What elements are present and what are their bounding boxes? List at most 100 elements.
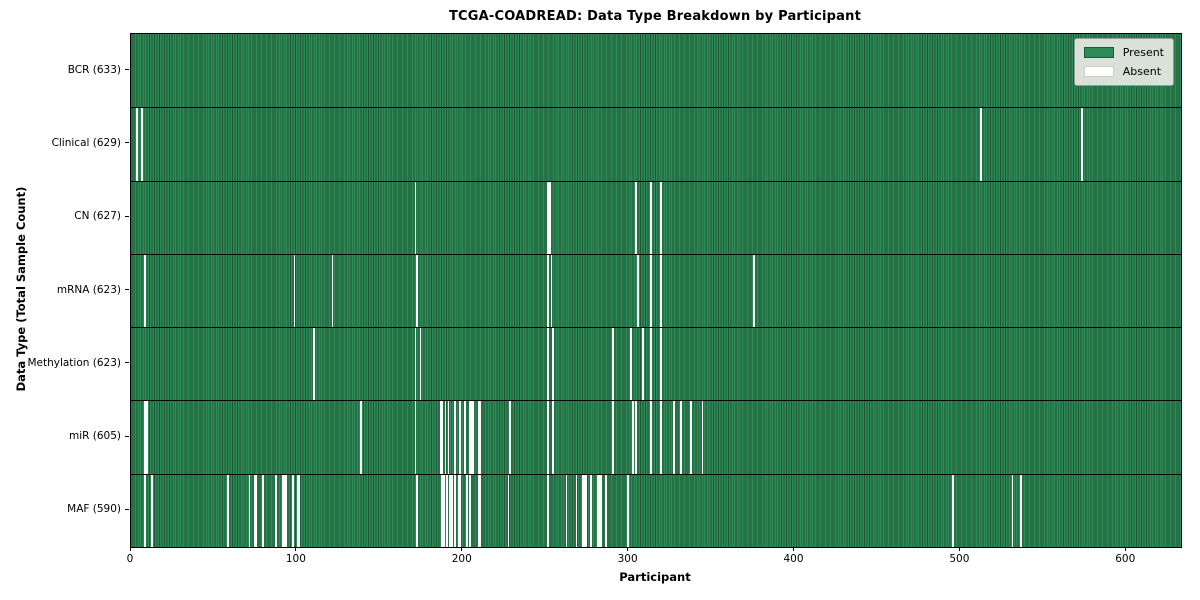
x-tick-mark (295, 547, 297, 551)
row-mir (131, 400, 1181, 474)
legend-entry-absent: Absent (1083, 64, 1164, 79)
absent-stripe (449, 473, 453, 547)
row-mrna (131, 253, 1181, 328)
y-tick-mark (125, 435, 129, 437)
absent-stripe (414, 180, 417, 254)
absent-stripe (416, 253, 418, 328)
y-tick-mark (125, 69, 129, 71)
legend: Present Absent (1073, 38, 1174, 86)
absent-stripe (296, 473, 301, 547)
row-clinical (131, 107, 1181, 181)
y-tick-mark (125, 508, 129, 510)
x-tick-label-200: 200 (451, 553, 472, 565)
absent-stripe (144, 473, 146, 547)
absent-stripe (313, 327, 316, 401)
absent-stripe (612, 327, 614, 401)
y-tick-label-methylation: Methylation (623) (27, 356, 121, 369)
absent-stripe (660, 400, 662, 474)
y-tick-label-mir: miR (605) (68, 430, 121, 443)
absent-stripe (547, 180, 551, 254)
absent-stripe (673, 400, 676, 474)
absent-stripe (464, 400, 467, 474)
absent-stripe (1081, 107, 1084, 181)
absent-stripe (552, 327, 554, 401)
absent-stripe (636, 253, 639, 328)
absent-stripe (469, 473, 472, 547)
absent-stripe (630, 327, 632, 401)
absent-stripe (262, 473, 264, 547)
row-separator (131, 107, 1181, 109)
absent-stripe (980, 107, 982, 181)
absent-stripe (631, 400, 634, 474)
row-separator (131, 253, 1181, 255)
x-tick-mark (129, 547, 131, 551)
absent-stripe (660, 253, 662, 328)
absent-stripe (650, 400, 652, 474)
y-tick-mark (125, 362, 129, 364)
absent-stripe (291, 473, 294, 547)
absent-stripe (416, 473, 418, 547)
absent-stripe (547, 253, 549, 328)
absent-stripe (457, 473, 462, 547)
absent-stripe (469, 400, 475, 474)
absent-stripe (248, 473, 251, 547)
absent-stripe (660, 327, 662, 401)
absent-stripe (331, 253, 334, 328)
absent-stripe (444, 400, 447, 474)
y-tick-label-mrna: mRNA (623) (56, 283, 121, 296)
absent-stripe (690, 400, 692, 474)
x-tick-label-0: 0 (126, 553, 134, 565)
row-methylation (131, 327, 1181, 401)
absent-stripe (660, 180, 662, 254)
absent-stripe (414, 400, 417, 474)
x-axis-label: Participant (619, 570, 691, 584)
absent-stripe (140, 107, 143, 181)
absent-stripe (575, 473, 578, 547)
absent-stripe (477, 473, 481, 547)
absent-stripe (150, 473, 153, 547)
absent-stripe (227, 473, 229, 547)
absent-stripe (281, 473, 287, 547)
absent-stripe (1011, 473, 1014, 547)
row-separator (131, 473, 1181, 475)
absent-stripe (447, 400, 450, 474)
y-tick-mark (125, 215, 129, 217)
x-tick-mark (627, 547, 629, 551)
absent-stripe (441, 473, 445, 547)
x-tick-mark (793, 547, 794, 551)
x-tick-label-600: 600 (1115, 553, 1136, 565)
absent-stripe (680, 400, 682, 474)
row-maf (131, 473, 1181, 547)
absent-stripe (701, 400, 704, 474)
legend-label-present: Present (1122, 46, 1164, 59)
absent-stripe (650, 180, 652, 254)
row-separator (131, 400, 1181, 402)
x-tick-label-100: 100 (285, 553, 306, 565)
x-tick-mark (461, 547, 463, 551)
x-tick-label-500: 500 (949, 553, 970, 565)
absent-stripe (605, 473, 608, 547)
absent-stripe (635, 180, 637, 254)
absent-stripe (509, 400, 511, 474)
legend-swatch-absent (1083, 66, 1114, 77)
absent-stripe (547, 400, 549, 474)
y-tick-mark (125, 142, 129, 144)
absent-stripe (641, 327, 644, 401)
absent-stripe (635, 400, 637, 474)
absent-stripe (446, 473, 448, 547)
absent-stripe (414, 327, 417, 401)
y-tick-label-maf: MAF (590) (67, 503, 121, 516)
absent-stripe (439, 400, 443, 474)
absent-stripe (550, 253, 553, 328)
row-separator (131, 327, 1181, 329)
y-tick-mark (125, 289, 129, 290)
absent-stripe (359, 400, 362, 474)
chart-title: TCGA-COADREAD: Data Type Breakdown by Pa… (448, 9, 862, 24)
absent-stripe (454, 400, 457, 474)
legend-swatch-present (1083, 47, 1114, 58)
absent-stripe (547, 327, 549, 401)
absent-stripe (650, 327, 652, 401)
absent-stripe (135, 107, 138, 181)
absent-stripe (507, 473, 510, 547)
row-cn (131, 180, 1181, 254)
